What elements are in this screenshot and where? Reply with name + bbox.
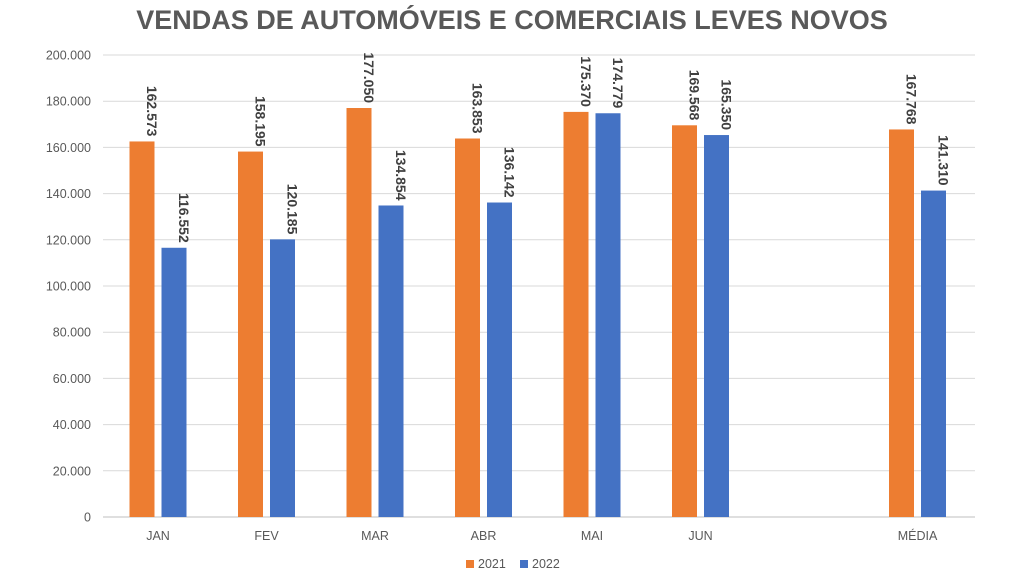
y-tick-label: 80.000 <box>53 326 91 340</box>
x-category-label: MÉDIA <box>898 528 938 543</box>
x-category-label: FEV <box>254 529 279 543</box>
data-label: 162.573 <box>144 86 160 137</box>
y-tick-label: 200.000 <box>46 49 91 63</box>
data-label: 163.853 <box>470 83 486 134</box>
bars <box>129 108 946 518</box>
bar-2021-mar <box>346 108 372 518</box>
y-tick-label: 140.000 <box>46 187 91 201</box>
data-label: 167.768 <box>904 74 920 125</box>
bar-2022-mar <box>378 205 404 518</box>
x-category-label: MAI <box>581 529 603 543</box>
gridlines <box>103 54 975 518</box>
y-tick-label: 160.000 <box>46 141 91 155</box>
data-label: 134.854 <box>393 150 409 201</box>
x-category-label: MAR <box>361 529 389 543</box>
legend-swatch-2021 <box>466 560 474 568</box>
bar-2021-jan <box>129 141 155 518</box>
y-axis-ticks: 0 20.000 40.000 60.000 80.000 100.000 120.000 1… <box>46 49 91 525</box>
y-tick-label: 40.000 <box>53 418 91 432</box>
legend: 2021 2022 <box>466 557 560 571</box>
x-category-label: JAN <box>146 529 170 543</box>
y-tick-label: 180.000 <box>46 95 91 109</box>
bar-2022-jun <box>704 135 729 517</box>
data-labels: 162.573 116.552 158.195 120.185 177.050 134.8… <box>144 52 952 243</box>
x-category-label: ABR <box>471 529 497 543</box>
data-label: 116.552 <box>176 193 192 243</box>
bar-2021-abr <box>455 138 480 517</box>
y-tick-label: 60.000 <box>53 372 91 386</box>
legend-swatch-2022 <box>520 560 528 568</box>
bar-2021-fev <box>238 151 263 517</box>
bar-2022-média <box>921 190 946 517</box>
data-label: 175.370 <box>578 56 594 107</box>
bar-2021-mai <box>563 111 589 518</box>
data-label: 141.310 <box>936 135 952 186</box>
y-tick-label: 120.000 <box>46 233 91 247</box>
y-tick-label: 20.000 <box>53 464 91 478</box>
x-category-label: JUN <box>688 529 712 543</box>
bar-2022-abr <box>487 202 512 518</box>
data-label: 165.350 <box>719 79 735 130</box>
x-axis-categories: JAN FEV MAR ABR MAI JUN MÉDIA <box>146 528 938 543</box>
data-label: 120.185 <box>285 184 301 235</box>
bar-2022-mai <box>595 113 621 518</box>
bar-2021-média <box>889 129 914 517</box>
y-tick-label: 100.000 <box>46 280 91 294</box>
bar-2021-jun <box>672 125 697 518</box>
data-label: 158.195 <box>253 96 269 147</box>
legend-label-2022: 2022 <box>532 557 560 571</box>
bar-2022-fev <box>270 239 295 517</box>
data-label: 136.142 <box>502 147 518 198</box>
y-tick-label: 0 <box>84 511 91 525</box>
data-label: 177.050 <box>361 52 377 103</box>
chart-title: VENDAS DE AUTOMÓVEIS E COMERCIAIS LEVES … <box>136 4 888 35</box>
data-label: 169.568 <box>687 70 703 121</box>
bar-2022-jan <box>161 247 187 517</box>
legend-label-2021: 2021 <box>478 557 506 571</box>
data-label: 174.779 <box>610 58 626 109</box>
